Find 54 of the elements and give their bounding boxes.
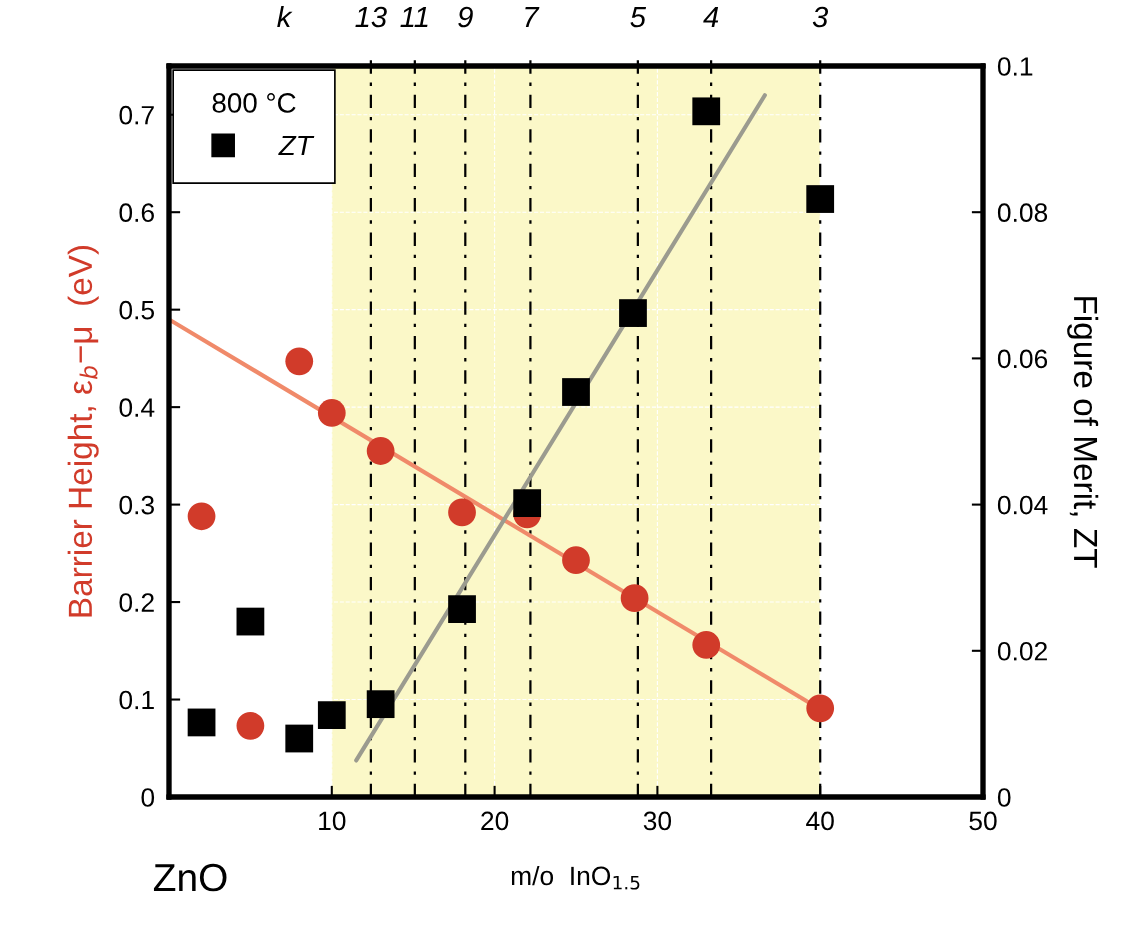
- point: [806, 185, 835, 213]
- y2-tick-label: 0: [997, 788, 1011, 807]
- y-tick-label: 0.1: [119, 690, 154, 710]
- point: [317, 399, 346, 427]
- x-tick-label: 50: [969, 811, 997, 831]
- text: 5: [630, 6, 647, 28]
- y2-tick-label: 0.1: [997, 57, 1033, 76]
- point: [692, 97, 721, 126]
- x-tick-label: 20: [481, 811, 509, 831]
- text: 7: [525, 6, 540, 28]
- y-tick-label: 0.6: [119, 203, 154, 223]
- x2-axis-title: k: [277, 5, 293, 28]
- text: 4: [703, 6, 719, 28]
- point: [317, 701, 346, 730]
- y-tick-label: 0.3: [119, 495, 154, 515]
- point: [620, 584, 649, 613]
- point: [619, 299, 647, 327]
- legend-label: ZT: [278, 135, 315, 156]
- point: [236, 711, 265, 740]
- y-tick-label: 0: [141, 788, 155, 807]
- point: [285, 347, 314, 376]
- point: [562, 378, 590, 406]
- y-tick-label: 0.4: [119, 398, 155, 417]
- y-tick-label: 0.2: [119, 593, 154, 612]
- point: [187, 502, 216, 531]
- text: 3: [812, 6, 829, 28]
- legend-title: 800 °C: [212, 93, 296, 113]
- point: [366, 690, 395, 719]
- x-axis-title: m/o InO$_{1.5}$: [511, 865, 640, 890]
- y2-axis-title: Figure of Merit, ZT: [1067, 297, 1099, 568]
- point: [448, 595, 476, 624]
- point: [562, 546, 590, 575]
- x-tick-label: 40: [806, 811, 834, 831]
- y-tick-label: 0.7: [119, 105, 154, 125]
- point: [692, 631, 721, 659]
- text: ZnO: [153, 863, 227, 892]
- x-tick-label: 10: [319, 811, 346, 831]
- text: 11: [400, 6, 428, 28]
- point: [236, 607, 265, 636]
- y-tick-label: 0.5: [119, 300, 155, 320]
- text: 9: [458, 6, 473, 28]
- point: [187, 708, 216, 737]
- y2-tick-label: 0.02: [997, 641, 1047, 661]
- y2-tick-label: 0.08: [997, 203, 1048, 223]
- point: [806, 694, 835, 723]
- y2-tick-label: 0.04: [997, 495, 1048, 515]
- point: [448, 498, 476, 527]
- text: 13: [355, 6, 387, 28]
- y2-tick-label: 0.06: [997, 349, 1048, 369]
- x-tick-label: 30: [643, 811, 672, 831]
- point: [513, 489, 542, 518]
- point: [366, 437, 395, 465]
- point: [285, 724, 314, 753]
- y-axis-title: Barrier Height, ε$_{b}$−μ (eV): [67, 246, 99, 617]
